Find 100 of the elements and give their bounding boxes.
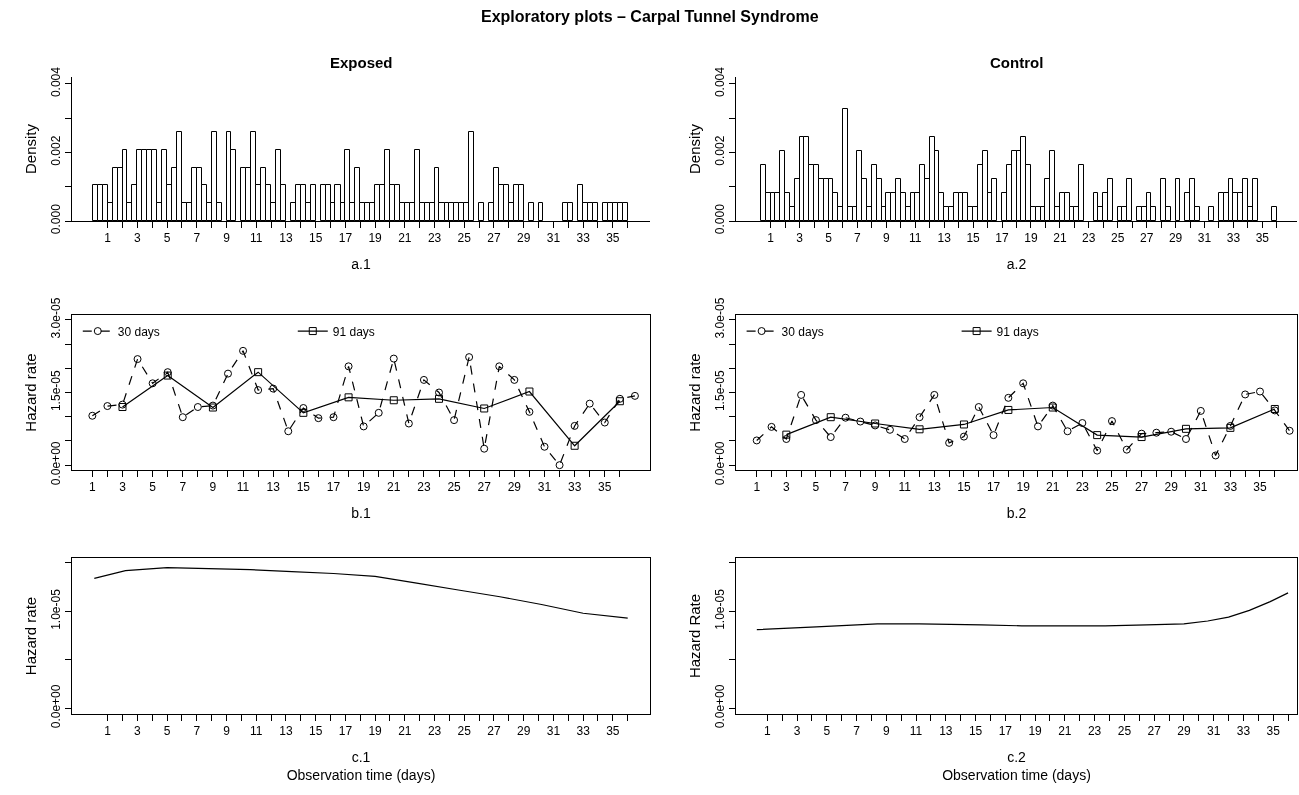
point	[615, 394, 624, 403]
point	[299, 404, 308, 412]
x-tick-label: 21	[1046, 480, 1060, 495]
point	[525, 407, 534, 416]
y-tick-label: 1.5e-05	[49, 370, 64, 412]
y-tick-label: 0.000	[713, 203, 728, 235]
point	[193, 403, 202, 412]
point	[344, 393, 353, 402]
x-tick-label: 17	[338, 724, 353, 739]
point	[404, 419, 413, 428]
x-tick-label: 1	[767, 231, 775, 246]
point	[1107, 417, 1116, 426]
x-tick-label: 31	[546, 724, 561, 739]
point	[133, 355, 142, 364]
x-tick-label: 5	[823, 724, 831, 739]
point	[900, 435, 909, 443]
point	[930, 390, 939, 399]
point	[945, 438, 954, 447]
point	[1285, 426, 1294, 435]
x-tick-label: 19	[1028, 724, 1043, 739]
x-axis-title: a.2	[1006, 255, 1027, 272]
y-tick-label: 0.0e+00	[713, 441, 728, 486]
x-tick-label: 5	[825, 231, 833, 246]
x-tick-label: 25	[457, 724, 472, 739]
point	[254, 368, 263, 377]
point	[1241, 390, 1250, 399]
x-tick-label: 15	[957, 480, 971, 495]
x-tick-label: 33	[1236, 724, 1251, 739]
point	[374, 408, 383, 417]
point	[118, 400, 127, 409]
point	[480, 444, 489, 453]
point	[465, 353, 474, 362]
point	[1167, 427, 1176, 436]
point	[1078, 419, 1087, 428]
point	[885, 425, 894, 434]
point	[570, 421, 579, 430]
x-tick-label: 23	[1082, 231, 1096, 246]
point	[178, 413, 187, 422]
x-tick-label: 27	[487, 231, 501, 246]
point	[299, 408, 308, 417]
point	[284, 427, 293, 436]
point	[88, 411, 97, 420]
x-tick-label: 7	[842, 480, 850, 495]
x-tick-label: 35	[1255, 231, 1270, 246]
point	[570, 441, 579, 450]
legend-label: 30 days	[781, 324, 824, 339]
x-tick-label: 15	[296, 480, 311, 495]
point	[1093, 446, 1102, 455]
point	[974, 403, 983, 412]
point	[480, 404, 489, 413]
x-tick-label: 1	[753, 480, 761, 495]
legend-label: 30 days	[117, 324, 160, 339]
x-tick-label: 33	[1226, 231, 1241, 246]
x-tick-label: 31	[546, 231, 561, 246]
x-tick-label: 23	[1075, 480, 1090, 495]
x-tick-label: 31	[1197, 231, 1212, 246]
x-tick-label: 7	[853, 724, 861, 739]
y-axis-title: Hazard rate	[22, 353, 40, 432]
point	[525, 387, 534, 396]
x-tick-label: 25	[447, 480, 462, 495]
x-tick-label: 17	[986, 480, 1001, 495]
point	[495, 362, 504, 371]
point	[1137, 433, 1146, 442]
x-tick-label: 21	[398, 231, 412, 246]
y-axis-title: Density	[686, 123, 704, 175]
x-tick-label: 27	[1147, 724, 1162, 739]
x-tick-label: 17	[995, 231, 1010, 246]
x-tick-label: 21	[387, 480, 401, 495]
x-tick-label: 19	[368, 231, 383, 246]
x-tick-label: 11	[250, 724, 263, 739]
point	[630, 391, 639, 400]
point	[811, 416, 820, 425]
x-tick-label: 9	[883, 231, 891, 246]
y-tick-label: 0.0e+00	[49, 684, 64, 729]
x-tick-label: 3	[134, 724, 142, 739]
y-tick-label: 0.002	[49, 135, 64, 166]
x-tick-label: 19	[1024, 231, 1038, 246]
x-tick-label: 9	[882, 724, 890, 739]
x-tick-label: 11	[909, 231, 922, 246]
point	[600, 418, 609, 427]
x-tick-label: 25	[1105, 480, 1119, 495]
x-axis-title: a.1	[351, 255, 371, 272]
x-tick-label: 11	[909, 724, 923, 739]
x-tick-label: 21	[1058, 724, 1072, 739]
x-tick-label: 9	[871, 480, 879, 495]
point	[435, 388, 443, 397]
x-tick-label: 35	[598, 480, 612, 495]
line-series	[93, 567, 629, 619]
x-tick-label: 9	[223, 724, 231, 739]
y-tick-label: 3.0e-05	[49, 297, 64, 339]
x-tick-label: 27	[477, 480, 492, 495]
point	[329, 413, 338, 422]
y-tick-label: 0.004	[49, 66, 64, 98]
x-tick-label: 3	[134, 231, 142, 246]
point	[540, 442, 549, 451]
x-tick-label: 31	[1194, 480, 1208, 495]
point	[254, 386, 263, 395]
x-tick-label: 25	[1111, 231, 1125, 246]
x-tick-label: 13	[266, 480, 281, 495]
point	[782, 430, 791, 439]
